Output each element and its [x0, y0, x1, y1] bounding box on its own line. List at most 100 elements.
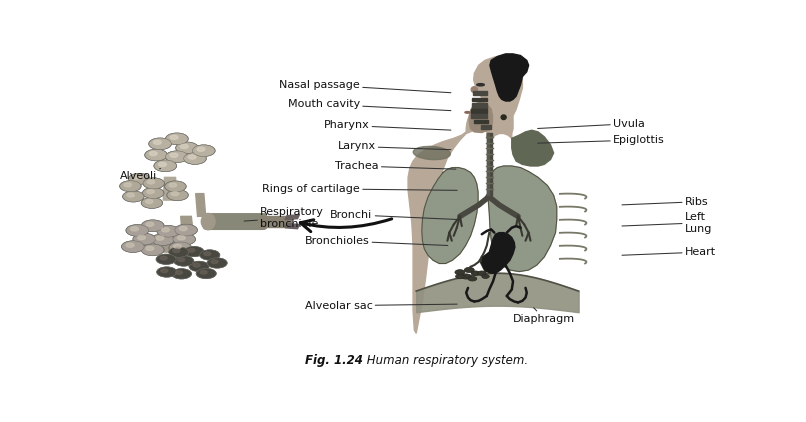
Circle shape: [174, 224, 197, 236]
Circle shape: [173, 244, 181, 249]
Circle shape: [200, 271, 207, 274]
Circle shape: [144, 149, 168, 161]
Text: Trachea: Trachea: [335, 161, 456, 171]
Circle shape: [197, 147, 205, 151]
Circle shape: [168, 247, 189, 257]
Circle shape: [127, 193, 135, 197]
Polygon shape: [422, 168, 478, 263]
Circle shape: [168, 246, 189, 257]
Circle shape: [156, 225, 180, 238]
Circle shape: [193, 263, 200, 267]
Circle shape: [165, 181, 186, 192]
Polygon shape: [285, 224, 299, 229]
Circle shape: [159, 162, 166, 166]
Text: Uvula: Uvula: [538, 119, 645, 129]
Circle shape: [189, 155, 196, 159]
Polygon shape: [408, 56, 522, 333]
Circle shape: [121, 241, 145, 253]
Circle shape: [482, 275, 489, 279]
Ellipse shape: [477, 84, 484, 86]
Text: Human respiratory system.: Human respiratory system.: [363, 354, 528, 368]
Polygon shape: [488, 166, 557, 272]
Circle shape: [177, 236, 185, 240]
Polygon shape: [163, 177, 176, 200]
Circle shape: [174, 256, 193, 266]
Circle shape: [143, 187, 164, 198]
Circle shape: [156, 267, 177, 278]
Polygon shape: [260, 216, 291, 227]
Polygon shape: [488, 133, 489, 195]
Circle shape: [167, 189, 188, 200]
Circle shape: [141, 197, 163, 208]
Circle shape: [132, 233, 156, 245]
Polygon shape: [469, 103, 492, 133]
Circle shape: [141, 219, 164, 232]
Circle shape: [156, 254, 177, 265]
Circle shape: [171, 268, 192, 279]
Circle shape: [169, 242, 192, 254]
Circle shape: [147, 180, 155, 184]
Circle shape: [119, 180, 142, 192]
Circle shape: [146, 222, 154, 226]
Text: Mouth cavity: Mouth cavity: [288, 99, 451, 111]
Polygon shape: [512, 130, 554, 166]
Circle shape: [146, 200, 153, 203]
Circle shape: [175, 142, 199, 154]
Circle shape: [143, 178, 164, 189]
Circle shape: [169, 183, 177, 187]
Circle shape: [196, 268, 217, 279]
Circle shape: [160, 269, 168, 273]
Circle shape: [143, 178, 164, 189]
Circle shape: [176, 271, 182, 274]
Circle shape: [128, 173, 151, 185]
Polygon shape: [472, 98, 487, 101]
Text: Pharynx: Pharynx: [323, 120, 451, 130]
Ellipse shape: [202, 214, 215, 230]
Circle shape: [171, 192, 179, 196]
Ellipse shape: [472, 87, 477, 92]
Circle shape: [122, 241, 144, 252]
Circle shape: [461, 274, 472, 279]
Circle shape: [141, 244, 164, 256]
Circle shape: [206, 257, 227, 268]
Circle shape: [166, 133, 188, 145]
Circle shape: [192, 145, 215, 157]
Polygon shape: [490, 54, 529, 101]
Circle shape: [178, 258, 185, 262]
Circle shape: [157, 225, 180, 237]
Text: Respiratory
bronchiole: Respiratory bronchiole: [244, 207, 324, 229]
Circle shape: [176, 142, 198, 154]
Circle shape: [131, 227, 139, 231]
Circle shape: [126, 224, 149, 236]
Circle shape: [156, 254, 177, 265]
Circle shape: [166, 189, 189, 201]
Text: Fig. 1.24: Fig. 1.24: [305, 354, 363, 368]
Circle shape: [161, 228, 169, 232]
Circle shape: [168, 242, 192, 254]
Circle shape: [183, 152, 207, 165]
Circle shape: [200, 250, 220, 260]
Circle shape: [129, 173, 150, 184]
Text: Heart: Heart: [622, 247, 716, 257]
Ellipse shape: [501, 115, 506, 119]
Circle shape: [207, 258, 227, 268]
Circle shape: [153, 140, 161, 144]
Polygon shape: [487, 133, 492, 195]
Polygon shape: [480, 125, 491, 129]
Circle shape: [138, 235, 145, 240]
Polygon shape: [471, 114, 487, 118]
Circle shape: [142, 187, 164, 199]
Polygon shape: [473, 91, 487, 95]
Polygon shape: [181, 216, 193, 233]
Polygon shape: [471, 109, 487, 113]
Circle shape: [149, 151, 157, 156]
Circle shape: [184, 153, 206, 165]
Circle shape: [160, 256, 167, 260]
Circle shape: [472, 271, 480, 276]
Text: Alveoli: Alveoli: [119, 168, 160, 181]
Circle shape: [156, 236, 164, 240]
Circle shape: [165, 133, 189, 145]
Circle shape: [141, 244, 164, 256]
Circle shape: [152, 234, 174, 246]
Circle shape: [142, 220, 164, 232]
